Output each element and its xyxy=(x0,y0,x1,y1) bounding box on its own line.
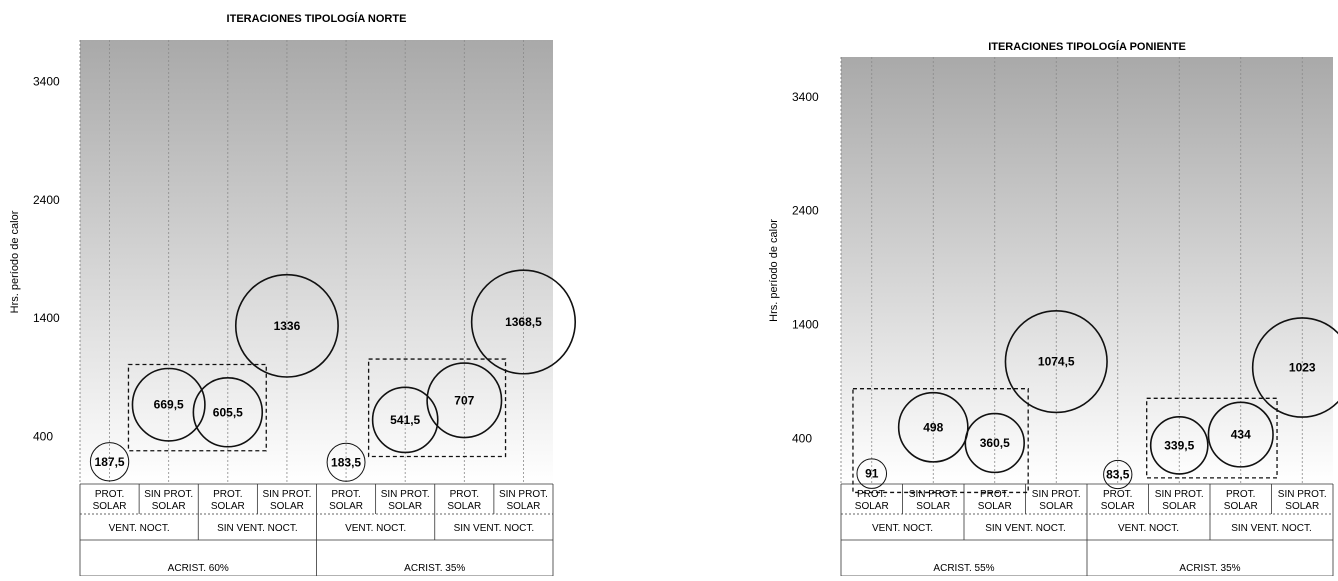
chart-1-y-tick-label: 400 xyxy=(792,431,812,445)
chart-0-y-tick-label: 400 xyxy=(33,430,53,444)
chart-1-data-label: 360,5 xyxy=(980,436,1010,450)
chart-1-data-label: 1074,5 xyxy=(1038,355,1075,369)
chart-1-category-label: SIN PROT. xyxy=(1032,489,1081,500)
chart-0-category-label: PROT. xyxy=(450,489,479,500)
chart-0-category-label: SOLAR xyxy=(329,501,363,512)
chart-1-data-label: 91 xyxy=(865,467,879,481)
chart-0-category-label: SOLAR xyxy=(93,501,127,512)
chart-1-title: ITERACIONES TIPOLOGÍA PONIENTE xyxy=(988,40,1186,53)
chart-0-category-label: SOLAR xyxy=(447,501,481,512)
chart-0-bubble xyxy=(470,269,577,375)
chart-1-bubble xyxy=(897,391,969,463)
chart-0-group-label: SIN VENT. NOCT. xyxy=(217,523,298,534)
chart-1-category-label: SOLAR xyxy=(855,501,889,512)
chart-0-category-label: SIN PROT. xyxy=(144,489,193,500)
chart-0-group-label: VENT. NOCT. xyxy=(345,523,406,534)
chart-0-category-label: PROT. xyxy=(331,489,360,500)
chart-1-acrist-label: ACRIST. 55% xyxy=(933,563,994,574)
chart-1-y-tick-label: 1400 xyxy=(792,318,819,332)
chart-1-category-label: SIN PROT. xyxy=(909,489,958,500)
chart-1-data-label: 498 xyxy=(923,420,943,434)
chart-1-data-label: 434 xyxy=(1231,428,1251,442)
chart-1-bubble xyxy=(1251,317,1338,418)
chart-1-bubble xyxy=(1207,401,1274,468)
chart-1-group-box xyxy=(1146,397,1278,479)
chart-1-data-label: 1023 xyxy=(1289,361,1316,375)
chart-0-data-label: 605,5 xyxy=(213,405,243,419)
chart-1-group-label: VENT. NOCT. xyxy=(872,523,933,534)
chart-1-group-label: VENT. NOCT. xyxy=(1118,523,1179,534)
chart-1-acrist-label: ACRIST. 35% xyxy=(1179,563,1240,574)
chart-0-bubble xyxy=(89,442,130,482)
chart-0-y-tick-label: 1400 xyxy=(33,311,60,325)
chart-1-y-tick-label: 3400 xyxy=(792,90,819,104)
chart-1-category-label: SOLAR xyxy=(1224,501,1258,512)
chart-0-group-box xyxy=(367,358,507,458)
chart-1-category-label: PROT. xyxy=(980,489,1009,500)
chart-1-group-label: SIN VENT. NOCT. xyxy=(1231,523,1312,534)
chart-0-data-label: 707 xyxy=(454,393,474,407)
chart-1-group-label: SIN VENT. NOCT. xyxy=(985,523,1066,534)
chart-north: ITERACIONES TIPOLOGÍA NORTE 400 1400 2400 34… xyxy=(0,0,600,580)
chart-0-category-label: SOLAR xyxy=(388,501,422,512)
chart-1-bubble xyxy=(1149,415,1209,475)
chart-0-group-label: SIN VENT. NOCT. xyxy=(454,523,535,534)
chart-1-bubble xyxy=(1103,459,1133,490)
chart-0-bubble xyxy=(371,386,439,454)
chart-0-bubble xyxy=(326,442,366,482)
chart-1-plot-area xyxy=(841,57,1333,484)
chart-0-data-label: 187,5 xyxy=(95,455,125,469)
chart-0-category-label: SOLAR xyxy=(152,501,186,512)
chart-north-svg: ITERACIONES TIPOLOGÍA NORTE 400 1400 2400 34… xyxy=(9,12,577,580)
chart-west-svg: ITERACIONES TIPOLOGÍA PONIENTE 400 1400 240… xyxy=(768,40,1338,580)
chart-0-group-label: VENT. NOCT. xyxy=(109,523,170,534)
chart-0-category-label: SOLAR xyxy=(270,501,304,512)
chart-0-category-label: SIN PROT. xyxy=(381,489,430,500)
chart-1-y-axis-label: Hrs. período de calor xyxy=(768,219,780,322)
chart-0-y-axis-label: Hrs. período de calor xyxy=(9,210,21,313)
chart-0-title: ITERACIONES TIPOLOGÍA NORTE xyxy=(227,12,407,25)
chart-1-bubble xyxy=(856,458,888,489)
chart-1-data-label: 83,5 xyxy=(1106,467,1130,481)
chart-0-data-label: 1368,5 xyxy=(505,315,542,329)
chart-0-y-tick-label: 3400 xyxy=(33,74,60,88)
chart-1-category-label: SOLAR xyxy=(1039,501,1073,512)
chart-0-acrist-label: ACRIST. 60% xyxy=(168,563,229,574)
chart-1-data-label: 339,5 xyxy=(1164,438,1194,452)
chart-0-data-label: 541,5 xyxy=(390,413,420,427)
chart-1-category-label: SOLAR xyxy=(916,501,950,512)
chart-0-category-label: SOLAR xyxy=(211,501,245,512)
chart-0-bubble xyxy=(426,362,503,439)
chart-1-category-label: SOLAR xyxy=(1101,501,1135,512)
chart-1-category-label: PROT. xyxy=(1226,489,1255,500)
chart-0-category-label: PROT. xyxy=(213,489,242,500)
chart-0-category-label: PROT. xyxy=(95,489,124,500)
chart-0-data-label: 1336 xyxy=(274,319,301,333)
chart-1-y-tick-label: 2400 xyxy=(792,204,819,218)
chart-1-category-label: SIN PROT. xyxy=(1155,489,1204,500)
chart-1-category-label: SOLAR xyxy=(978,501,1012,512)
chart-0-bubble xyxy=(192,377,264,448)
chart-1-category-label: PROT. xyxy=(857,489,886,500)
chart-1-bubble xyxy=(964,412,1025,474)
chart-1-category-label: SIN PROT. xyxy=(1278,489,1327,500)
chart-0-bubble xyxy=(234,273,339,378)
chart-0-category-label: SIN PROT. xyxy=(499,489,548,500)
chart-0-data-label: 183,5 xyxy=(331,455,361,469)
chart-1-category-label: SOLAR xyxy=(1285,501,1319,512)
chart-0-plot-area xyxy=(80,40,553,484)
chart-0-data-label: 669,5 xyxy=(154,398,184,412)
chart-1-category-label: PROT. xyxy=(1103,489,1132,500)
chart-0-acrist-label: ACRIST. 35% xyxy=(404,563,465,574)
chart-1-category-label: SOLAR xyxy=(1162,501,1196,512)
chart-0-bubble xyxy=(131,367,206,442)
chart-0-category-label: SOLAR xyxy=(506,501,540,512)
chart-1-group-box xyxy=(852,388,1029,494)
chart-0-category-label: SIN PROT. xyxy=(262,489,311,500)
chart-west: ITERACIONES TIPOLOGÍA PONIENTE 400 1400 240… xyxy=(745,0,1338,580)
chart-0-y-tick-label: 2400 xyxy=(33,193,60,207)
chart-1-bubble xyxy=(1004,310,1108,414)
